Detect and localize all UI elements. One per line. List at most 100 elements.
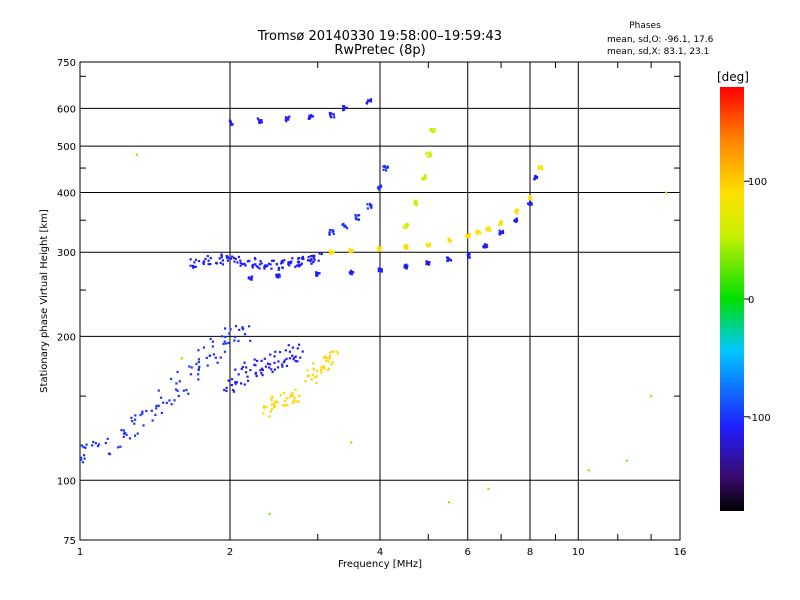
data-point bbox=[313, 258, 316, 261]
data-point bbox=[268, 513, 271, 516]
data-point bbox=[329, 249, 332, 252]
data-point bbox=[220, 253, 223, 256]
data-point bbox=[422, 178, 425, 181]
x-tick-label: 1 bbox=[77, 547, 83, 558]
data-point bbox=[430, 127, 433, 131]
data-point bbox=[404, 265, 408, 268]
data-point bbox=[274, 350, 277, 353]
data-point bbox=[328, 252, 332, 255]
data-point bbox=[346, 227, 349, 230]
data-point bbox=[94, 442, 97, 445]
data-point bbox=[382, 168, 385, 171]
data-point bbox=[350, 248, 353, 252]
plot-area bbox=[79, 61, 681, 541]
data-point bbox=[255, 374, 258, 378]
data-point bbox=[263, 267, 266, 270]
data-point bbox=[312, 257, 315, 260]
data-point bbox=[263, 357, 266, 360]
data-point bbox=[404, 227, 407, 230]
data-point bbox=[318, 252, 321, 255]
data-point bbox=[341, 223, 345, 226]
data-point bbox=[292, 399, 295, 402]
data-point bbox=[255, 265, 258, 268]
data-point bbox=[329, 115, 332, 119]
data-point bbox=[229, 328, 232, 331]
data-point bbox=[197, 367, 200, 371]
data-point bbox=[175, 382, 178, 385]
data-point bbox=[530, 198, 533, 201]
data-point bbox=[515, 211, 519, 214]
data-point bbox=[529, 201, 532, 204]
x-tick-label: 8 bbox=[527, 547, 533, 558]
colorbar bbox=[720, 87, 744, 511]
data-point bbox=[285, 357, 288, 360]
data-point bbox=[219, 356, 222, 359]
data-point bbox=[501, 231, 505, 235]
data-point bbox=[223, 350, 227, 353]
data-point bbox=[299, 263, 302, 267]
data-point bbox=[315, 370, 319, 373]
data-point bbox=[515, 217, 518, 220]
data-point bbox=[214, 356, 217, 359]
data-point bbox=[197, 349, 200, 352]
data-point bbox=[277, 266, 280, 269]
data-point bbox=[498, 223, 501, 227]
data-point bbox=[151, 419, 154, 422]
data-point bbox=[285, 117, 289, 120]
data-point bbox=[133, 422, 136, 425]
data-point bbox=[265, 264, 268, 267]
data-point bbox=[293, 356, 296, 359]
data-point bbox=[141, 412, 144, 415]
data-point bbox=[135, 153, 138, 156]
data-point bbox=[270, 368, 273, 371]
data-point bbox=[319, 368, 323, 371]
data-point bbox=[309, 258, 312, 262]
data-point bbox=[231, 123, 234, 126]
data-point bbox=[194, 258, 198, 261]
data-point bbox=[97, 443, 101, 446]
data-point bbox=[293, 397, 296, 400]
data-point bbox=[365, 101, 368, 104]
data-point bbox=[487, 226, 491, 229]
data-point bbox=[355, 217, 358, 220]
data-point bbox=[255, 359, 259, 363]
data-point bbox=[368, 204, 372, 207]
data-point bbox=[310, 378, 313, 381]
data-point bbox=[231, 255, 234, 258]
data-point bbox=[369, 98, 373, 101]
data-point bbox=[428, 155, 431, 158]
data-point bbox=[376, 187, 380, 190]
data-point bbox=[475, 231, 478, 234]
chart-subtitle: RwPretec (8p) bbox=[334, 43, 425, 58]
data-point bbox=[185, 388, 188, 392]
data-point bbox=[528, 203, 531, 206]
data-point bbox=[271, 395, 274, 398]
data-point bbox=[406, 247, 409, 250]
data-point bbox=[332, 350, 335, 353]
data-point bbox=[328, 229, 332, 232]
colorbar-label: [deg] bbox=[717, 70, 749, 84]
data-point bbox=[415, 201, 418, 204]
data-point bbox=[485, 226, 488, 229]
data-point bbox=[260, 371, 263, 375]
data-point bbox=[197, 373, 200, 376]
data-point bbox=[498, 229, 501, 232]
data-point bbox=[276, 366, 280, 369]
data-point bbox=[479, 232, 482, 235]
data-point bbox=[204, 257, 207, 261]
data-point bbox=[275, 275, 278, 278]
data-point bbox=[280, 262, 283, 265]
data-point bbox=[267, 262, 271, 265]
data-point bbox=[377, 249, 380, 252]
data-point bbox=[239, 264, 242, 267]
data-point bbox=[329, 114, 332, 117]
data-point bbox=[173, 399, 176, 402]
data-point bbox=[202, 346, 205, 349]
data-point bbox=[82, 454, 86, 457]
data-point bbox=[178, 380, 181, 383]
data-point bbox=[278, 351, 282, 354]
data-point bbox=[176, 370, 179, 374]
data-point bbox=[447, 501, 451, 504]
y-tick-label: 300 bbox=[57, 248, 76, 259]
data-point bbox=[312, 367, 315, 370]
